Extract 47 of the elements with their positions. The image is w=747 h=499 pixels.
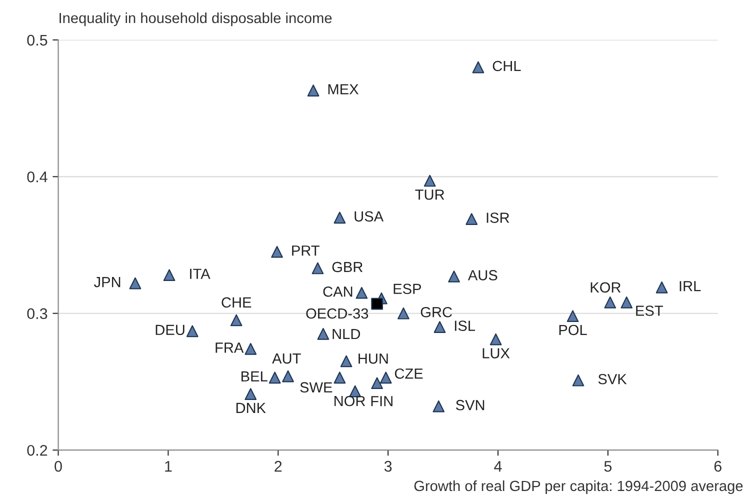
data-label: FRA bbox=[216, 342, 244, 353]
data-label: FIN bbox=[371, 396, 392, 406]
data-label: USA bbox=[354, 211, 384, 222]
data-label: ESP bbox=[394, 284, 421, 294]
y-axis-title: Inequality in household disposable income bbox=[60, 12, 332, 26]
x-tick-label: 6 bbox=[714, 460, 722, 472]
data-label: NOR bbox=[334, 396, 366, 406]
data-label: ISR bbox=[486, 212, 510, 223]
data-label: AUS bbox=[468, 270, 498, 280]
x-axis-title: Growth of real GDP per capita: 1994-2009 average bbox=[414, 480, 743, 494]
y-tick-label: 0.3 bbox=[27, 308, 48, 320]
data-label: GBR bbox=[332, 262, 363, 272]
data-label: EST bbox=[636, 306, 663, 316]
y-tick-label: 0.4 bbox=[27, 172, 48, 182]
data-label: NLD bbox=[332, 329, 360, 340]
data-label: SVN bbox=[456, 400, 484, 410]
y-tick-label: 0.2 bbox=[27, 444, 48, 456]
data-label: CAN bbox=[323, 286, 352, 297]
data-label: LUX bbox=[482, 348, 510, 358]
data-label: JPN bbox=[94, 277, 120, 288]
y-tick-label: 0.5 bbox=[27, 34, 48, 46]
data-label: CHL bbox=[492, 60, 521, 72]
x-tick-label: 4 bbox=[494, 461, 502, 472]
data-label: HUN bbox=[358, 354, 388, 364]
data-label: SVK bbox=[598, 374, 627, 384]
data-label: ITA bbox=[190, 268, 210, 279]
x-tick-label: 5 bbox=[604, 461, 612, 472]
data-label: DNK bbox=[236, 402, 266, 413]
data-label: OECD-33 bbox=[306, 308, 368, 319]
data-label: SWE bbox=[300, 382, 332, 393]
x-tick-label: 3 bbox=[384, 460, 392, 472]
data-label: AUT bbox=[272, 353, 301, 364]
data-label: KOR bbox=[590, 282, 621, 293]
data-label: POL bbox=[559, 324, 587, 336]
data-label: ISL bbox=[454, 320, 476, 331]
data-label: TUR bbox=[415, 190, 444, 200]
data-label: BEL bbox=[242, 371, 268, 382]
data-label: MEX bbox=[328, 84, 358, 94]
data-label: PRT bbox=[292, 246, 320, 256]
data-label: CZE bbox=[394, 368, 423, 379]
x-tick-label: 0 bbox=[54, 460, 62, 472]
data-label: IRL bbox=[680, 281, 701, 292]
x-tick-label: 1 bbox=[165, 461, 172, 472]
data-label: DEU bbox=[156, 324, 184, 336]
x-tick-label: 2 bbox=[274, 460, 282, 472]
data-label: GRC bbox=[420, 306, 452, 318]
data-label: CHE bbox=[222, 297, 252, 308]
